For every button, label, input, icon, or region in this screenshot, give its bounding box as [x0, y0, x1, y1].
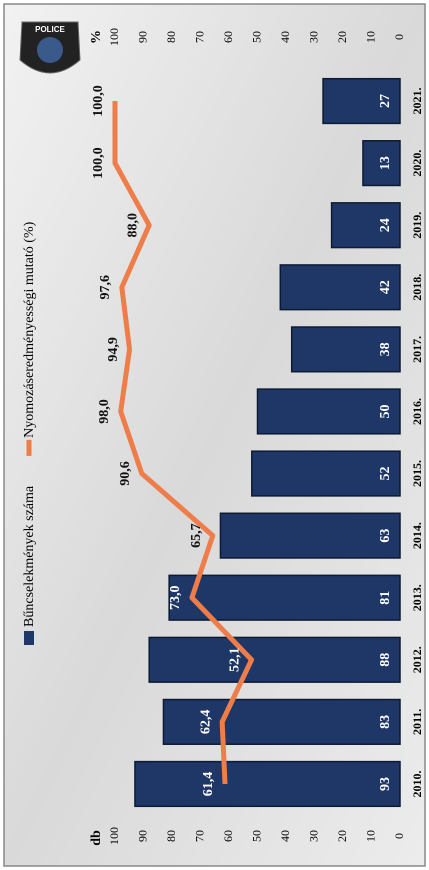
y-tick-label: 30: [306, 830, 320, 842]
badge-text: POLICE: [35, 25, 65, 34]
bar-value-label: 83: [378, 715, 393, 729]
bar-value-label: 88: [378, 653, 393, 667]
police-badge: POLICE: [19, 21, 81, 74]
line-value-label: 61,4: [201, 772, 216, 797]
y2-tick-label: 20: [335, 31, 349, 43]
x-tick-label: 2015.: [410, 460, 424, 487]
bar-value-label: 81: [378, 591, 393, 605]
y2-tick-label: 30: [306, 31, 320, 43]
line: [112, 101, 255, 785]
bar: [168, 574, 401, 621]
bar: [256, 388, 401, 435]
bar-value-label: 52: [378, 467, 393, 481]
y2-tick-label: 0: [392, 34, 406, 40]
x-tick-label: 2018.: [410, 274, 424, 301]
line-value-label: 88,0: [125, 213, 140, 238]
y2-tick-label: 90: [135, 31, 149, 43]
bar-value-label: 27: [378, 94, 393, 108]
x-tick-label: 2011.: [410, 709, 424, 735]
x-tick-label: 2020.: [410, 150, 424, 177]
x-tick-label: 2017.: [410, 336, 424, 363]
y-axis-title: db: [89, 830, 104, 846]
line-value-label: 73,0: [168, 585, 183, 610]
x-tick-label: 2012.: [410, 646, 424, 673]
bar-value-label: 63: [378, 529, 393, 543]
line-value-label: 52,1: [228, 648, 243, 673]
y2-axis-title: %: [89, 30, 104, 44]
y-tick-label: 70: [192, 830, 206, 842]
line-value-label: 94,9: [106, 337, 121, 362]
y2-tick-label: 100: [107, 28, 121, 46]
bar: [279, 264, 401, 311]
y2-tick-label: 70: [192, 31, 206, 43]
x-tick-label: 2021.: [410, 88, 424, 115]
line-value-label: 100,0: [91, 147, 106, 179]
bar: [330, 202, 401, 249]
line-value-label: 98,0: [97, 399, 112, 424]
line-value-label: 97,6: [98, 275, 113, 300]
bar-value-label: 38: [378, 342, 393, 356]
bar-value-label: 42: [378, 280, 393, 294]
rotated-chart: db% 0 10 20 30 40 50 60 70 80 90 100 0 10 20 30 40 50 60 70…: [22, 28, 424, 846]
y-tick-label: 100: [107, 827, 121, 845]
line-value-label: 90,6: [118, 461, 133, 486]
y-tick-label: 90: [135, 830, 149, 842]
y-tick-label: 40: [278, 830, 292, 842]
y-tick-label: 60: [221, 830, 235, 842]
bar: [219, 512, 401, 559]
y2-tick-label: 50: [249, 31, 263, 43]
x-tick-label: 2014.: [410, 522, 424, 549]
bar: [134, 760, 401, 808]
y-tick-label: 80: [164, 830, 178, 842]
y-tick-label: 20: [335, 830, 349, 842]
bar: [290, 326, 401, 373]
line-value-label: 62,4: [198, 710, 213, 735]
bar-value-label: 50: [378, 404, 393, 418]
y-tick-label: 10: [363, 830, 377, 842]
line-value-label: 65,7: [189, 523, 204, 548]
x-tick-label: 2013.: [410, 584, 424, 611]
bar-value-label: 24: [378, 218, 393, 232]
y2-tick-label: 40: [278, 31, 292, 43]
y2-tick-label: 80: [164, 31, 178, 43]
x-tick-label: 2010.: [410, 770, 424, 797]
x-tick-label: 2019.: [410, 212, 424, 239]
line-value-label: 100,0: [91, 85, 106, 117]
bar: [362, 140, 401, 187]
legend-label: Nyomozáseredményességi mutató (%): [22, 221, 37, 437]
y2-tick-label: 10: [363, 31, 377, 43]
legend-label: Bűncselekmények száma: [22, 485, 37, 627]
bar-value-label: 13: [378, 156, 393, 170]
bar-value-label: 93: [378, 777, 393, 791]
y-tick-label: 50: [249, 830, 263, 842]
bar: [322, 77, 401, 125]
y2-tick-label: 60: [221, 31, 235, 43]
bar: [148, 636, 401, 683]
x-tick-label: 2016.: [410, 398, 424, 425]
y-tick-label: 0: [392, 833, 406, 839]
legend-swatch: [24, 631, 34, 645]
bar: [251, 450, 401, 497]
